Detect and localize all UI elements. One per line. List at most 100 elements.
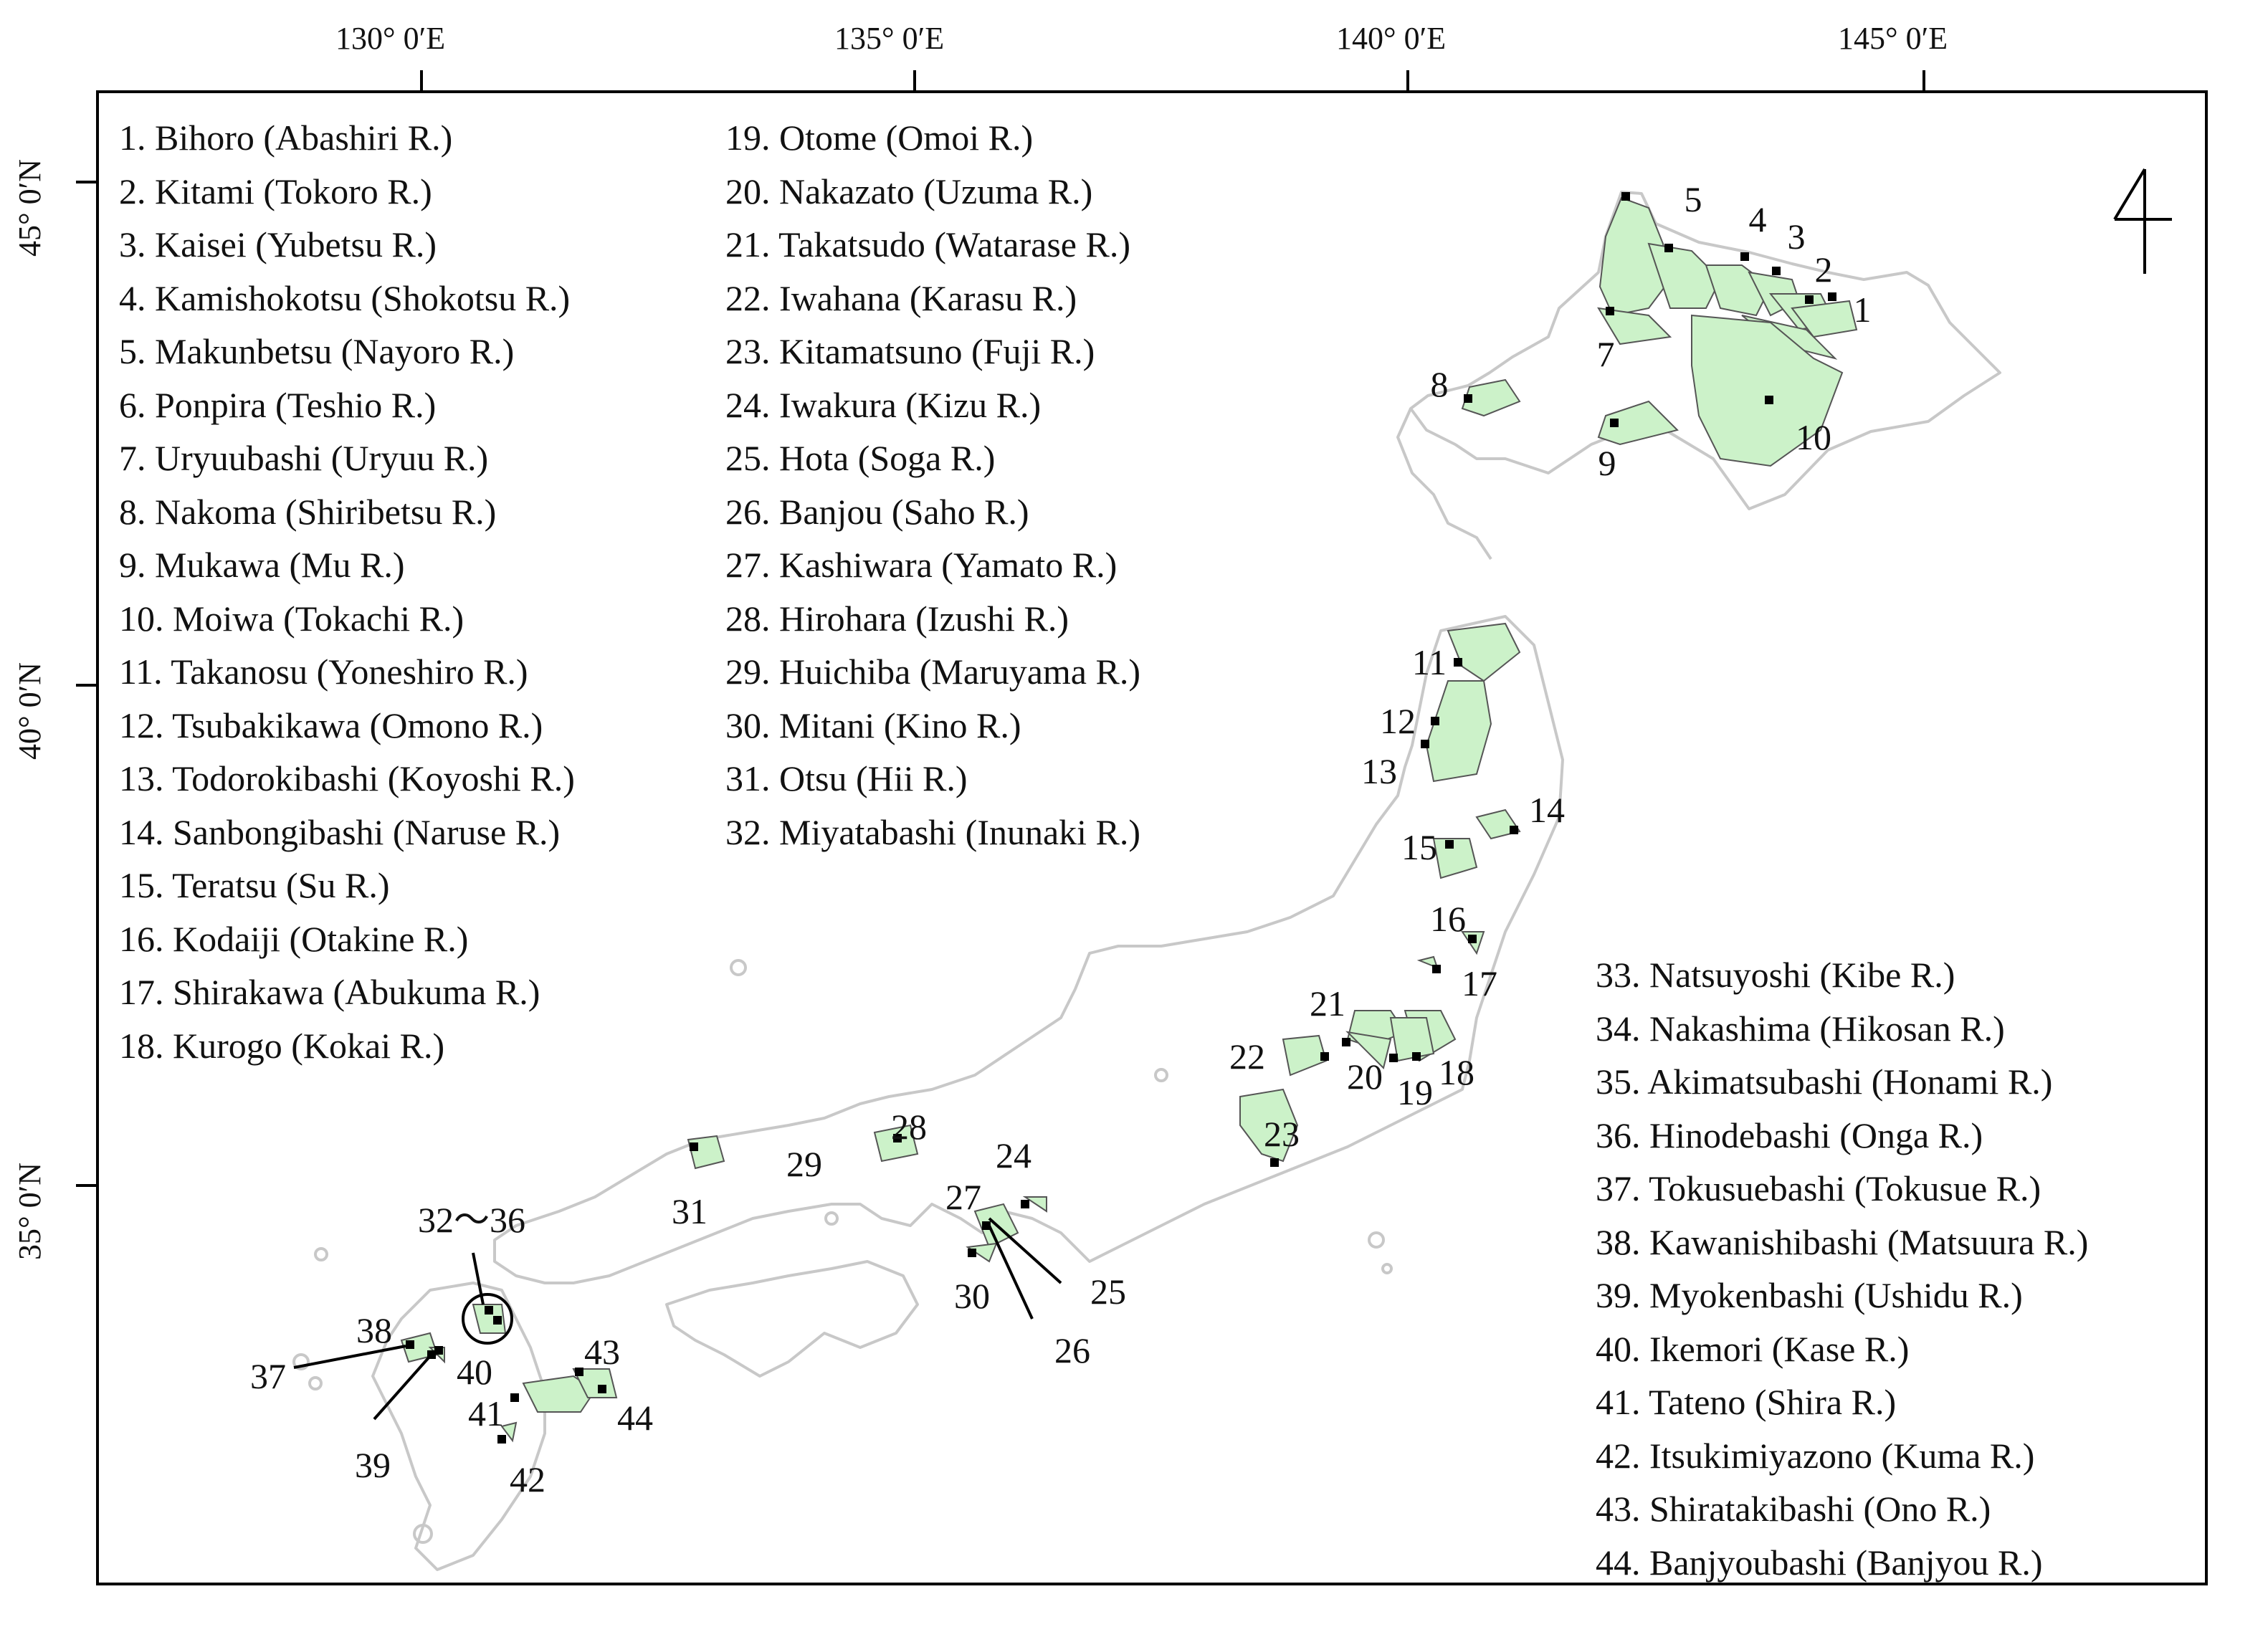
legend-column-2: 19. Otome (Omoi R.) 20. Nakazato (Uzuma … xyxy=(725,111,1140,859)
station-label-5: 5 xyxy=(1684,179,1702,219)
legend-item: 34. Nakashima (Hikosan R.) xyxy=(1596,1008,2005,1049)
station-label-2: 2 xyxy=(1814,249,1833,290)
station-label-1: 1 xyxy=(1853,290,1872,330)
lat-label-35: 35° 0′N xyxy=(12,1163,47,1260)
station-label-30: 30 xyxy=(954,1276,990,1316)
station-label-24: 24 xyxy=(996,1135,1031,1175)
station-label-11: 11 xyxy=(1411,642,1447,682)
legend-item: 26. Banjou (Saho R.) xyxy=(725,491,1029,532)
legend-item: 41. Tateno (Shira R.) xyxy=(1596,1382,1897,1422)
legend-item: 19. Otome (Omoi R.) xyxy=(725,118,1034,158)
station-label-9: 9 xyxy=(1598,443,1616,483)
legend-item: 13. Todorokibashi (Koyoshi R.) xyxy=(119,758,575,798)
station-label-7: 7 xyxy=(1596,334,1615,374)
station-label-42: 42 xyxy=(510,1459,545,1499)
station-label-12: 12 xyxy=(1380,701,1416,741)
lat-label-40: 40° 0′N xyxy=(12,662,47,760)
legend-item: 18. Kurogo (Kokai R.) xyxy=(119,1025,445,1066)
station-label-21: 21 xyxy=(1310,983,1345,1024)
hokkaido-outline xyxy=(1409,191,2001,510)
lon-label-130: 130° 0′E xyxy=(335,21,446,56)
legend-item: 30. Mitani (Kino R.) xyxy=(725,705,1021,745)
legend-item: 40. Ikemori (Kase R.) xyxy=(1596,1328,1910,1369)
legend-item: 14. Sanbongibashi (Naruse R.) xyxy=(119,811,561,852)
station-label-28: 28 xyxy=(891,1107,927,1147)
legend-item: 17. Shirakawa (Abukuma R.) xyxy=(119,972,540,1012)
legend-item: 37. Tokusuebashi (Tokusue R.) xyxy=(1596,1168,2041,1208)
legend-item: 7. Uryuubashi (Uryuu R.) xyxy=(119,438,489,478)
station-label-20: 20 xyxy=(1347,1056,1383,1097)
legend-item: 2. Kitami (Tokoro R.) xyxy=(119,171,432,211)
leader-lines xyxy=(293,1217,1062,1421)
legend-item: 36. Hinodebashi (Onga R.) xyxy=(1596,1115,1983,1155)
legend-item: 10. Moiwa (Tokachi R.) xyxy=(119,598,464,639)
legend-item: 20. Nakazato (Uzuma R.) xyxy=(725,171,1093,211)
legend-item: 27. Kashiwara (Yamato R.) xyxy=(725,545,1118,585)
station-label-4: 4 xyxy=(1748,199,1767,239)
station-label-23: 23 xyxy=(1264,1114,1300,1154)
lat-label-45: 45° 0′N xyxy=(12,159,47,257)
station-label-10: 10 xyxy=(1796,417,1831,457)
legend-item: 42. Itsukimiyazono (Kuma R.) xyxy=(1596,1435,2035,1476)
legend-item: 4. Kamishokotsu (Shokotsu R.) xyxy=(119,277,571,318)
graticule-ticks xyxy=(76,70,1925,1187)
station-label-15: 15 xyxy=(1401,827,1437,867)
legend-item: 33. Natsuyoshi (Kibe R.) xyxy=(1596,955,1955,995)
shikoku-outline xyxy=(665,1260,919,1378)
lon-label-135: 135° 0′E xyxy=(834,21,945,56)
legend-item: 11. Takanosu (Yoneshiro R.) xyxy=(119,652,528,692)
legend-item: 35. Akimatsubashi (Honami R.) xyxy=(1596,1061,2053,1102)
legend-item: 29. Huichiba (Maruyama R.) xyxy=(725,652,1141,692)
legend-item: 25. Hota (Soga R.) xyxy=(725,438,996,478)
station-label-37: 37 xyxy=(250,1356,286,1396)
legend-item: 39. Myokenbashi (Ushidu R.) xyxy=(1596,1275,2023,1315)
honshu-outline xyxy=(493,615,1564,1284)
station-label-27: 27 xyxy=(945,1177,981,1217)
legend-item: 24. Iwakura (Kizu R.) xyxy=(725,384,1042,425)
station-label-44: 44 xyxy=(617,1398,653,1438)
station-label-40: 40 xyxy=(457,1352,492,1392)
coastline xyxy=(292,191,2001,1571)
station-label-22: 22 xyxy=(1229,1036,1265,1077)
legend-item: 1. Bihoro (Abashiri R.) xyxy=(119,118,453,158)
station-label-39: 39 xyxy=(355,1445,391,1485)
station-label-8: 8 xyxy=(1430,364,1449,404)
station-label-38: 38 xyxy=(356,1310,392,1350)
legend-item: 3. Kaisei (Yubetsu R.) xyxy=(119,224,437,264)
legend-item: 43. Shiratakibashi (Ono R.) xyxy=(1596,1489,1991,1529)
station-label-32-36: 32～36 xyxy=(418,1200,525,1240)
station-label-13: 13 xyxy=(1361,751,1397,791)
station-label-17: 17 xyxy=(1462,963,1497,1003)
station-label-41: 41 xyxy=(468,1393,504,1433)
north-arrow-icon xyxy=(2113,168,2172,274)
legend-item: 12. Tsubakikawa (Omono R.) xyxy=(119,705,543,745)
station-label-31: 31 xyxy=(672,1191,707,1231)
station-label-19: 19 xyxy=(1397,1072,1433,1112)
legend-item: 28. Hirohara (Izushi R.) xyxy=(725,598,1069,639)
lon-label-145: 145° 0′E xyxy=(1838,21,1948,56)
legend-item: 23. Kitamatsuno (Fuji R.) xyxy=(725,331,1095,371)
legend-item: 32. Miyatabashi (Inunaki R.) xyxy=(725,811,1141,852)
legend-item: 8. Nakoma (Shiribetsu R.) xyxy=(119,491,497,532)
legend-column-1: 1. Bihoro (Abashiri R.) 2. Kitami (Tokor… xyxy=(119,111,575,1072)
station-label-14: 14 xyxy=(1529,790,1565,830)
legend-item: 5. Makunbetsu (Nayoro R.) xyxy=(119,331,515,371)
map-frame xyxy=(96,90,2208,1585)
legend-item: 6. Ponpira (Teshio R.) xyxy=(119,384,437,425)
legend-item: 22. Iwahana (Karasu R.) xyxy=(725,277,1077,318)
legend-item: 9. Mukawa (Mu R.) xyxy=(119,545,405,585)
legend-item: 21. Takatsudo (Watarase R.) xyxy=(725,224,1130,264)
station-label-43: 43 xyxy=(584,1332,620,1372)
gauging-stations xyxy=(406,192,1836,1444)
lon-label-140: 140° 0′E xyxy=(1336,21,1447,56)
station-label-26: 26 xyxy=(1054,1330,1090,1370)
station-label-29: 29 xyxy=(786,1144,822,1184)
station-label-18: 18 xyxy=(1439,1052,1474,1092)
legend-column-3: 33. Natsuyoshi (Kibe R.) 34. Nakashima (… xyxy=(1596,948,2088,1589)
legend-item: 44. Banjyoubashi (Banjyou R.) xyxy=(1596,1542,2043,1583)
cluster-circle xyxy=(462,1293,513,1345)
legend-item: 38. Kawanishibashi (Matsuura R.) xyxy=(1596,1221,2089,1262)
kyushu-outline xyxy=(371,1282,546,1571)
legend-item: 15. Teratsu (Su R.) xyxy=(119,865,390,905)
